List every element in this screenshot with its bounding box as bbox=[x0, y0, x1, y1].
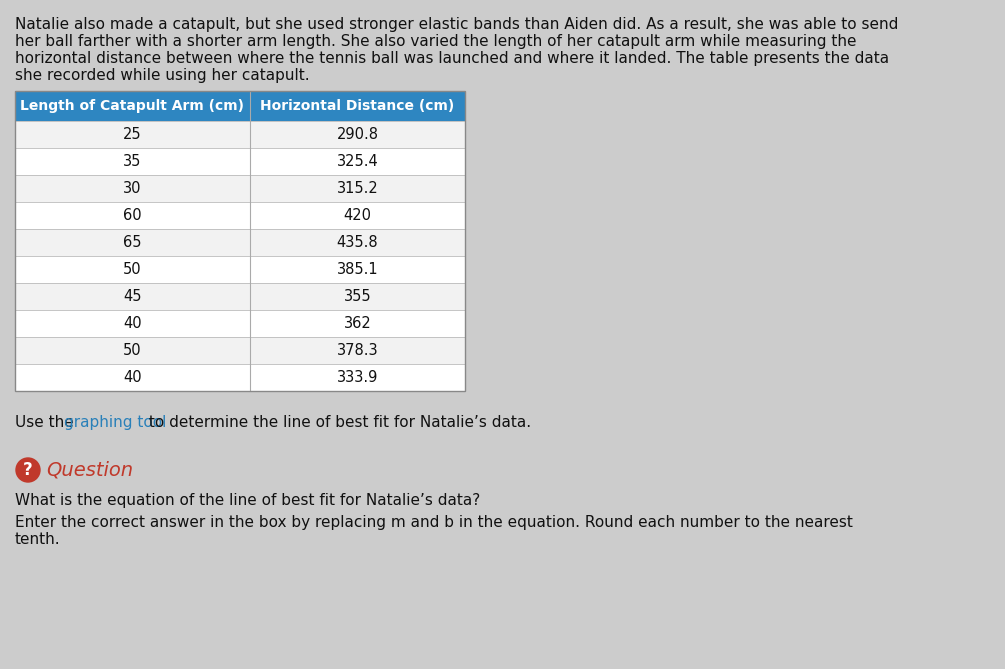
Text: Length of Catapult Arm (cm): Length of Catapult Arm (cm) bbox=[20, 99, 244, 113]
Text: 420: 420 bbox=[344, 208, 372, 223]
FancyBboxPatch shape bbox=[15, 148, 465, 175]
Text: 315.2: 315.2 bbox=[337, 181, 378, 196]
Text: her ball farther with a shorter arm length. She also varied the length of her ca: her ball farther with a shorter arm leng… bbox=[15, 34, 856, 49]
Text: What is the equation of the line of best fit for Natalie’s data?: What is the equation of the line of best… bbox=[15, 493, 480, 508]
Text: Use the: Use the bbox=[15, 415, 78, 430]
FancyBboxPatch shape bbox=[15, 337, 465, 364]
Bar bbox=[15, 91, 465, 391]
FancyBboxPatch shape bbox=[15, 91, 465, 121]
Text: 355: 355 bbox=[344, 289, 371, 304]
Text: Horizontal Distance (cm): Horizontal Distance (cm) bbox=[260, 99, 454, 113]
Text: tenth.: tenth. bbox=[15, 532, 60, 547]
Text: Question: Question bbox=[46, 460, 133, 480]
Text: 65: 65 bbox=[124, 235, 142, 250]
Text: Enter the correct answer in the box by replacing m and b in the equation. Round : Enter the correct answer in the box by r… bbox=[15, 515, 853, 530]
Text: 40: 40 bbox=[124, 370, 142, 385]
Text: 290.8: 290.8 bbox=[337, 127, 379, 142]
FancyBboxPatch shape bbox=[15, 229, 465, 256]
Text: 30: 30 bbox=[124, 181, 142, 196]
FancyBboxPatch shape bbox=[15, 175, 465, 202]
Text: she recorded while using her catapult.: she recorded while using her catapult. bbox=[15, 68, 310, 83]
Circle shape bbox=[16, 458, 40, 482]
Text: to determine the line of best fit for Natalie’s data.: to determine the line of best fit for Na… bbox=[144, 415, 532, 430]
Text: 40: 40 bbox=[124, 316, 142, 331]
Text: horizontal distance between where the tennis ball was launched and where it land: horizontal distance between where the te… bbox=[15, 51, 889, 66]
Text: 435.8: 435.8 bbox=[337, 235, 378, 250]
FancyBboxPatch shape bbox=[15, 121, 465, 148]
Text: 385.1: 385.1 bbox=[337, 262, 378, 277]
FancyBboxPatch shape bbox=[15, 283, 465, 310]
Text: ?: ? bbox=[23, 461, 33, 479]
Text: 50: 50 bbox=[124, 343, 142, 358]
Text: 325.4: 325.4 bbox=[337, 154, 378, 169]
Text: 362: 362 bbox=[344, 316, 372, 331]
Text: 45: 45 bbox=[124, 289, 142, 304]
Text: 50: 50 bbox=[124, 262, 142, 277]
Text: 60: 60 bbox=[124, 208, 142, 223]
Text: 378.3: 378.3 bbox=[337, 343, 378, 358]
Text: 35: 35 bbox=[124, 154, 142, 169]
Text: 333.9: 333.9 bbox=[337, 370, 378, 385]
Text: 25: 25 bbox=[124, 127, 142, 142]
FancyBboxPatch shape bbox=[15, 364, 465, 391]
Text: graphing tool: graphing tool bbox=[64, 415, 167, 430]
FancyBboxPatch shape bbox=[15, 256, 465, 283]
FancyBboxPatch shape bbox=[15, 202, 465, 229]
FancyBboxPatch shape bbox=[15, 310, 465, 337]
Text: Natalie also made a catapult, but she used stronger elastic bands than Aiden did: Natalie also made a catapult, but she us… bbox=[15, 17, 898, 32]
